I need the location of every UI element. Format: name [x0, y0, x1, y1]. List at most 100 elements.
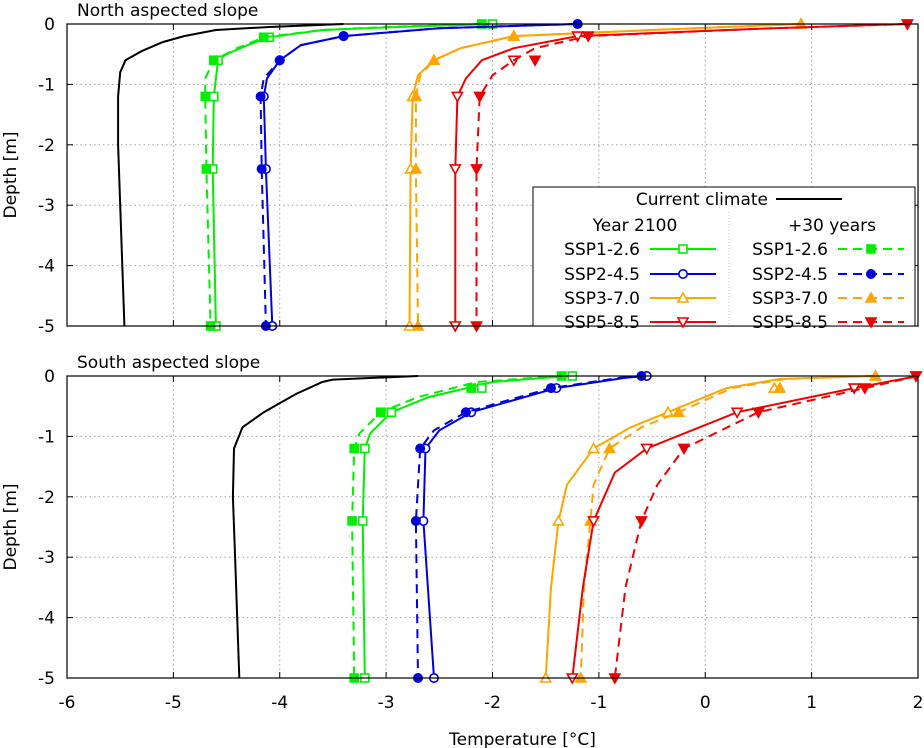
data-point — [546, 383, 557, 394]
legend-marker-plus30 — [865, 268, 876, 279]
data-point — [208, 55, 219, 66]
data-point — [858, 383, 872, 395]
data-point — [255, 91, 266, 102]
data-point — [528, 55, 542, 67]
data-point — [730, 407, 744, 419]
data-point — [672, 405, 686, 418]
legend-marker-2100 — [676, 317, 690, 329]
x-tick-label: -4 — [271, 693, 288, 713]
series-ssp2-45-2100 — [262, 23, 578, 327]
legend-marker-2100 — [677, 268, 688, 279]
legend-label-2100: SSP3-7.0 — [564, 289, 640, 309]
x-tick-label: 1 — [806, 693, 817, 713]
legend-marker-2100 — [676, 291, 690, 303]
x-axis-label: Temperature [°C] — [448, 730, 596, 748]
data-point — [507, 29, 521, 41]
y-tick-label: -5 — [38, 317, 55, 337]
legend-label-2100: SSP5-8.5 — [564, 313, 640, 333]
series-ssp3-70-plus30 — [579, 375, 876, 679]
legend-label-2100: SSP1-2.6 — [564, 240, 640, 260]
data-point — [256, 163, 267, 174]
panel-north: 0 -1 -2 -3 -4 -5 North aspected slope Depth [m]… — [1, 1, 919, 337]
y-tick-label: -2 — [38, 136, 55, 156]
legend-marker-plus30 — [864, 317, 878, 329]
data-point — [571, 31, 584, 43]
x-tick-label: -5 — [165, 693, 182, 713]
series-group — [231, 369, 923, 685]
y-tick-label: -5 — [38, 669, 55, 689]
data-point — [274, 55, 285, 66]
x-tick-label: -1 — [590, 693, 607, 713]
legend-header-2100: Year 2100 — [592, 216, 678, 236]
data-point — [258, 32, 269, 43]
y-tick-label: 0 — [44, 367, 55, 387]
series-ssp3-70-plus30 — [414, 23, 802, 327]
series-ssp3-70-2100 — [544, 375, 876, 679]
series-ssp1-26-2100 — [211, 23, 493, 327]
data-point — [347, 516, 357, 526]
data-point — [208, 91, 219, 102]
x-tick-label: 0 — [700, 693, 711, 713]
series-current-climate — [117, 23, 344, 327]
data-point — [603, 441, 616, 454]
series-ssp2-45-2100 — [422, 375, 647, 679]
data-point — [477, 383, 487, 393]
legend-label-plus30: SSP2-4.5 — [752, 265, 828, 285]
x-tick-label: 2 — [913, 693, 924, 713]
legend-marker-plus30 — [866, 244, 876, 254]
series-ssp5-85-plus30 — [475, 23, 908, 326]
data-point — [427, 53, 441, 66]
data-point — [587, 441, 600, 454]
data-point — [409, 89, 423, 102]
legend-label-plus30: SSP3-7.0 — [752, 289, 828, 309]
data-point — [552, 514, 565, 526]
y-tick-label: 0 — [44, 15, 55, 35]
data-point — [415, 443, 426, 454]
legend-label-2100: SSP2-4.5 — [564, 265, 640, 285]
series-ssp5-85-plus30 — [613, 375, 919, 679]
legend-marker-2100 — [678, 244, 688, 254]
x-tick-label: -3 — [378, 693, 395, 713]
y-tick-label: -2 — [38, 488, 55, 508]
data-point — [409, 162, 423, 174]
y-axis-label: Depth [m] — [1, 131, 21, 218]
data-point — [635, 516, 648, 528]
data-point — [773, 381, 787, 393]
legend-label-plus30: SSP1-2.6 — [752, 240, 828, 260]
series-ssp2-45-plus30 — [259, 23, 578, 327]
series-ssp2-45-plus30 — [414, 375, 642, 679]
series-ssp1-26-plus30 — [204, 23, 482, 327]
data-point — [466, 383, 477, 393]
x-tick-label: -2 — [484, 693, 501, 713]
data-point — [581, 31, 595, 43]
x-tick-label: -6 — [59, 693, 76, 713]
series-ssp5-85-2100 — [454, 23, 908, 326]
data-point — [360, 443, 370, 454]
data-point — [640, 443, 654, 456]
legend-label-plus30: SSP5-8.5 — [752, 313, 828, 333]
y-tick-label: -1 — [38, 75, 55, 95]
data-point — [460, 407, 471, 418]
panel-title: North aspected slope — [77, 1, 258, 21]
y-tick-label: -3 — [38, 196, 55, 216]
data-point — [200, 91, 211, 102]
data-point — [448, 164, 462, 176]
legend-current-label: Current climate — [636, 190, 768, 210]
data-point — [386, 407, 397, 418]
legend: Current climate Year 2100 +30 years SSP1-2.… — [532, 186, 916, 333]
data-point — [376, 407, 386, 418]
series-ssp1-26-2100 — [361, 375, 573, 679]
data-point — [451, 91, 464, 104]
series-current-climate — [231, 375, 419, 679]
legend-marker-plus30 — [864, 291, 878, 303]
data-point — [201, 164, 212, 174]
panel-title: South aspected slope — [77, 353, 260, 373]
data-point — [752, 407, 765, 419]
y-tick-label: -4 — [38, 257, 55, 277]
y-axis-label: Depth [m] — [1, 483, 21, 570]
data-point — [410, 515, 421, 526]
data-point — [470, 164, 483, 176]
data-point — [587, 516, 600, 528]
